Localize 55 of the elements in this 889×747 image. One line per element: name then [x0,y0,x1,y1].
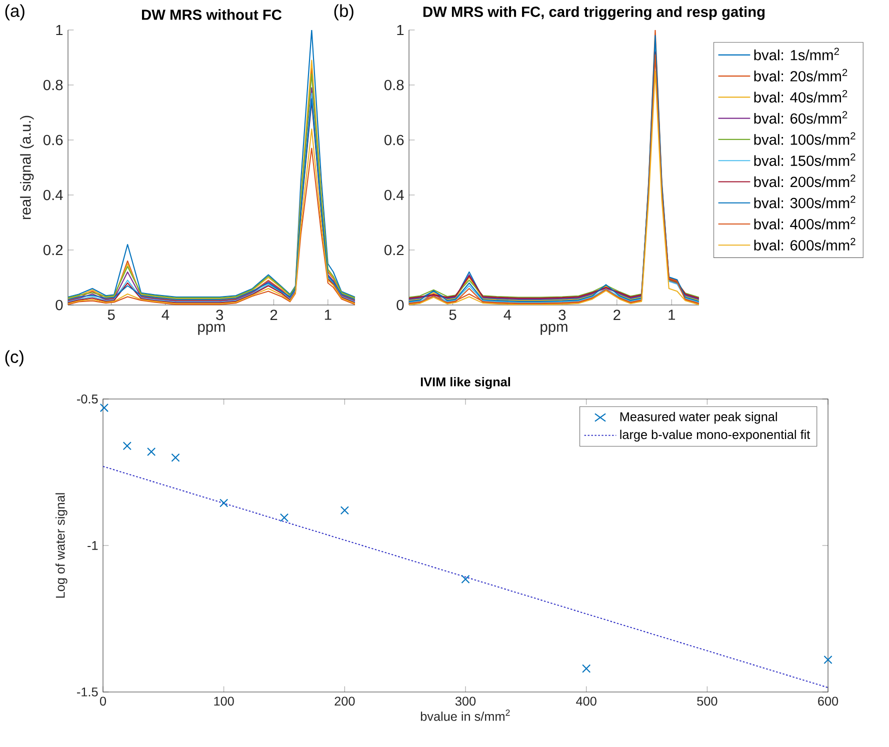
x-tick-label: 4 [504,310,512,320]
x-tick-label: 5 [108,310,115,320]
legend-label: bval: 300s/mm$^{2}$ [754,196,856,208]
legend-label: Measured water peak signal [620,412,777,424]
chart-title: DW MRS without FC [142,9,282,20]
y-tick-label: 0.8 [384,80,404,90]
legend-label: bval: 100s/mm$^{2}$ [754,132,856,145]
chart-title: IVIM like signal [420,377,510,389]
x-tick-label: 1 [324,310,332,320]
y-tick-label: 0.2 [384,244,404,256]
text: (a) [5,4,24,20]
x-tick-label: 600 [818,696,838,706]
legend-label: bval: 1s/mm$^{2}$ [754,48,839,60]
y-tick-label: 0.4 [43,190,63,200]
y-tick-label: 1 [56,24,63,36]
y-tick-label: 0 [56,300,63,310]
x-tick-label: 400 [576,696,596,706]
x-tick-label: 2 [270,310,278,320]
x-tick-label: 300 [455,696,476,706]
legend-label: large b-value mono-exponential fit [620,430,810,442]
y-tick-label: 0.6 [384,134,404,146]
y-axis-title: real signal (a.u.) [20,116,34,220]
legend-label: bval: 60s/mm$^{2}$ [754,111,848,124]
x-tick-label: 2 [614,310,620,320]
y-tick-label: 0.2 [43,244,63,256]
y-tick-label: 0.6 [43,134,63,146]
x-tick-label: 3 [216,310,224,320]
text: (c) [5,350,24,366]
y-tick-label: -0.5 [77,394,98,404]
legend-label: bval: 20s/mm$^{2}$ [754,68,848,82]
x-tick-label: 100 [214,696,234,706]
x-tick-label: 4 [162,310,170,320]
x-axis-title: bvalue in s/mm$^{2}$ [420,710,510,721]
x-axis-title: ppm [540,324,568,335]
legend-label: bval: 600s/mm$^{2}$ [754,238,856,251]
x-axis-title: ppm [198,324,225,335]
x-tick-label: 200 [334,696,355,706]
y-axis-title: Log of water signal [56,493,68,598]
text: (b) [334,4,354,20]
x-tick-label: 0 [100,696,106,706]
y-tick-label: 0.4 [384,190,404,200]
x-tick-label: 1 [668,310,676,320]
y-tick-label: -1 [88,541,98,550]
legend-label: bval: 400s/mm$^{2}$ [754,216,856,230]
chart-title: DW MRS with FC, card triggering and resp gating [423,6,765,20]
y-tick-label: 1 [397,24,404,36]
x-tick-label: 5 [449,310,456,320]
x-tick-label: 500 [697,696,718,706]
y-tick-label: -1.5 [77,688,98,696]
x-tick-label: 3 [558,310,566,320]
legend-label: bval: 40s/mm$^{2}$ [754,90,848,103]
legend-label: bval: 150s/mm$^{2}$ [754,153,856,166]
legend-label: bval: 200s/mm$^{2}$ [754,174,856,188]
y-tick-label: 0 [396,300,404,310]
y-tick-label: 0.8 [43,80,63,90]
